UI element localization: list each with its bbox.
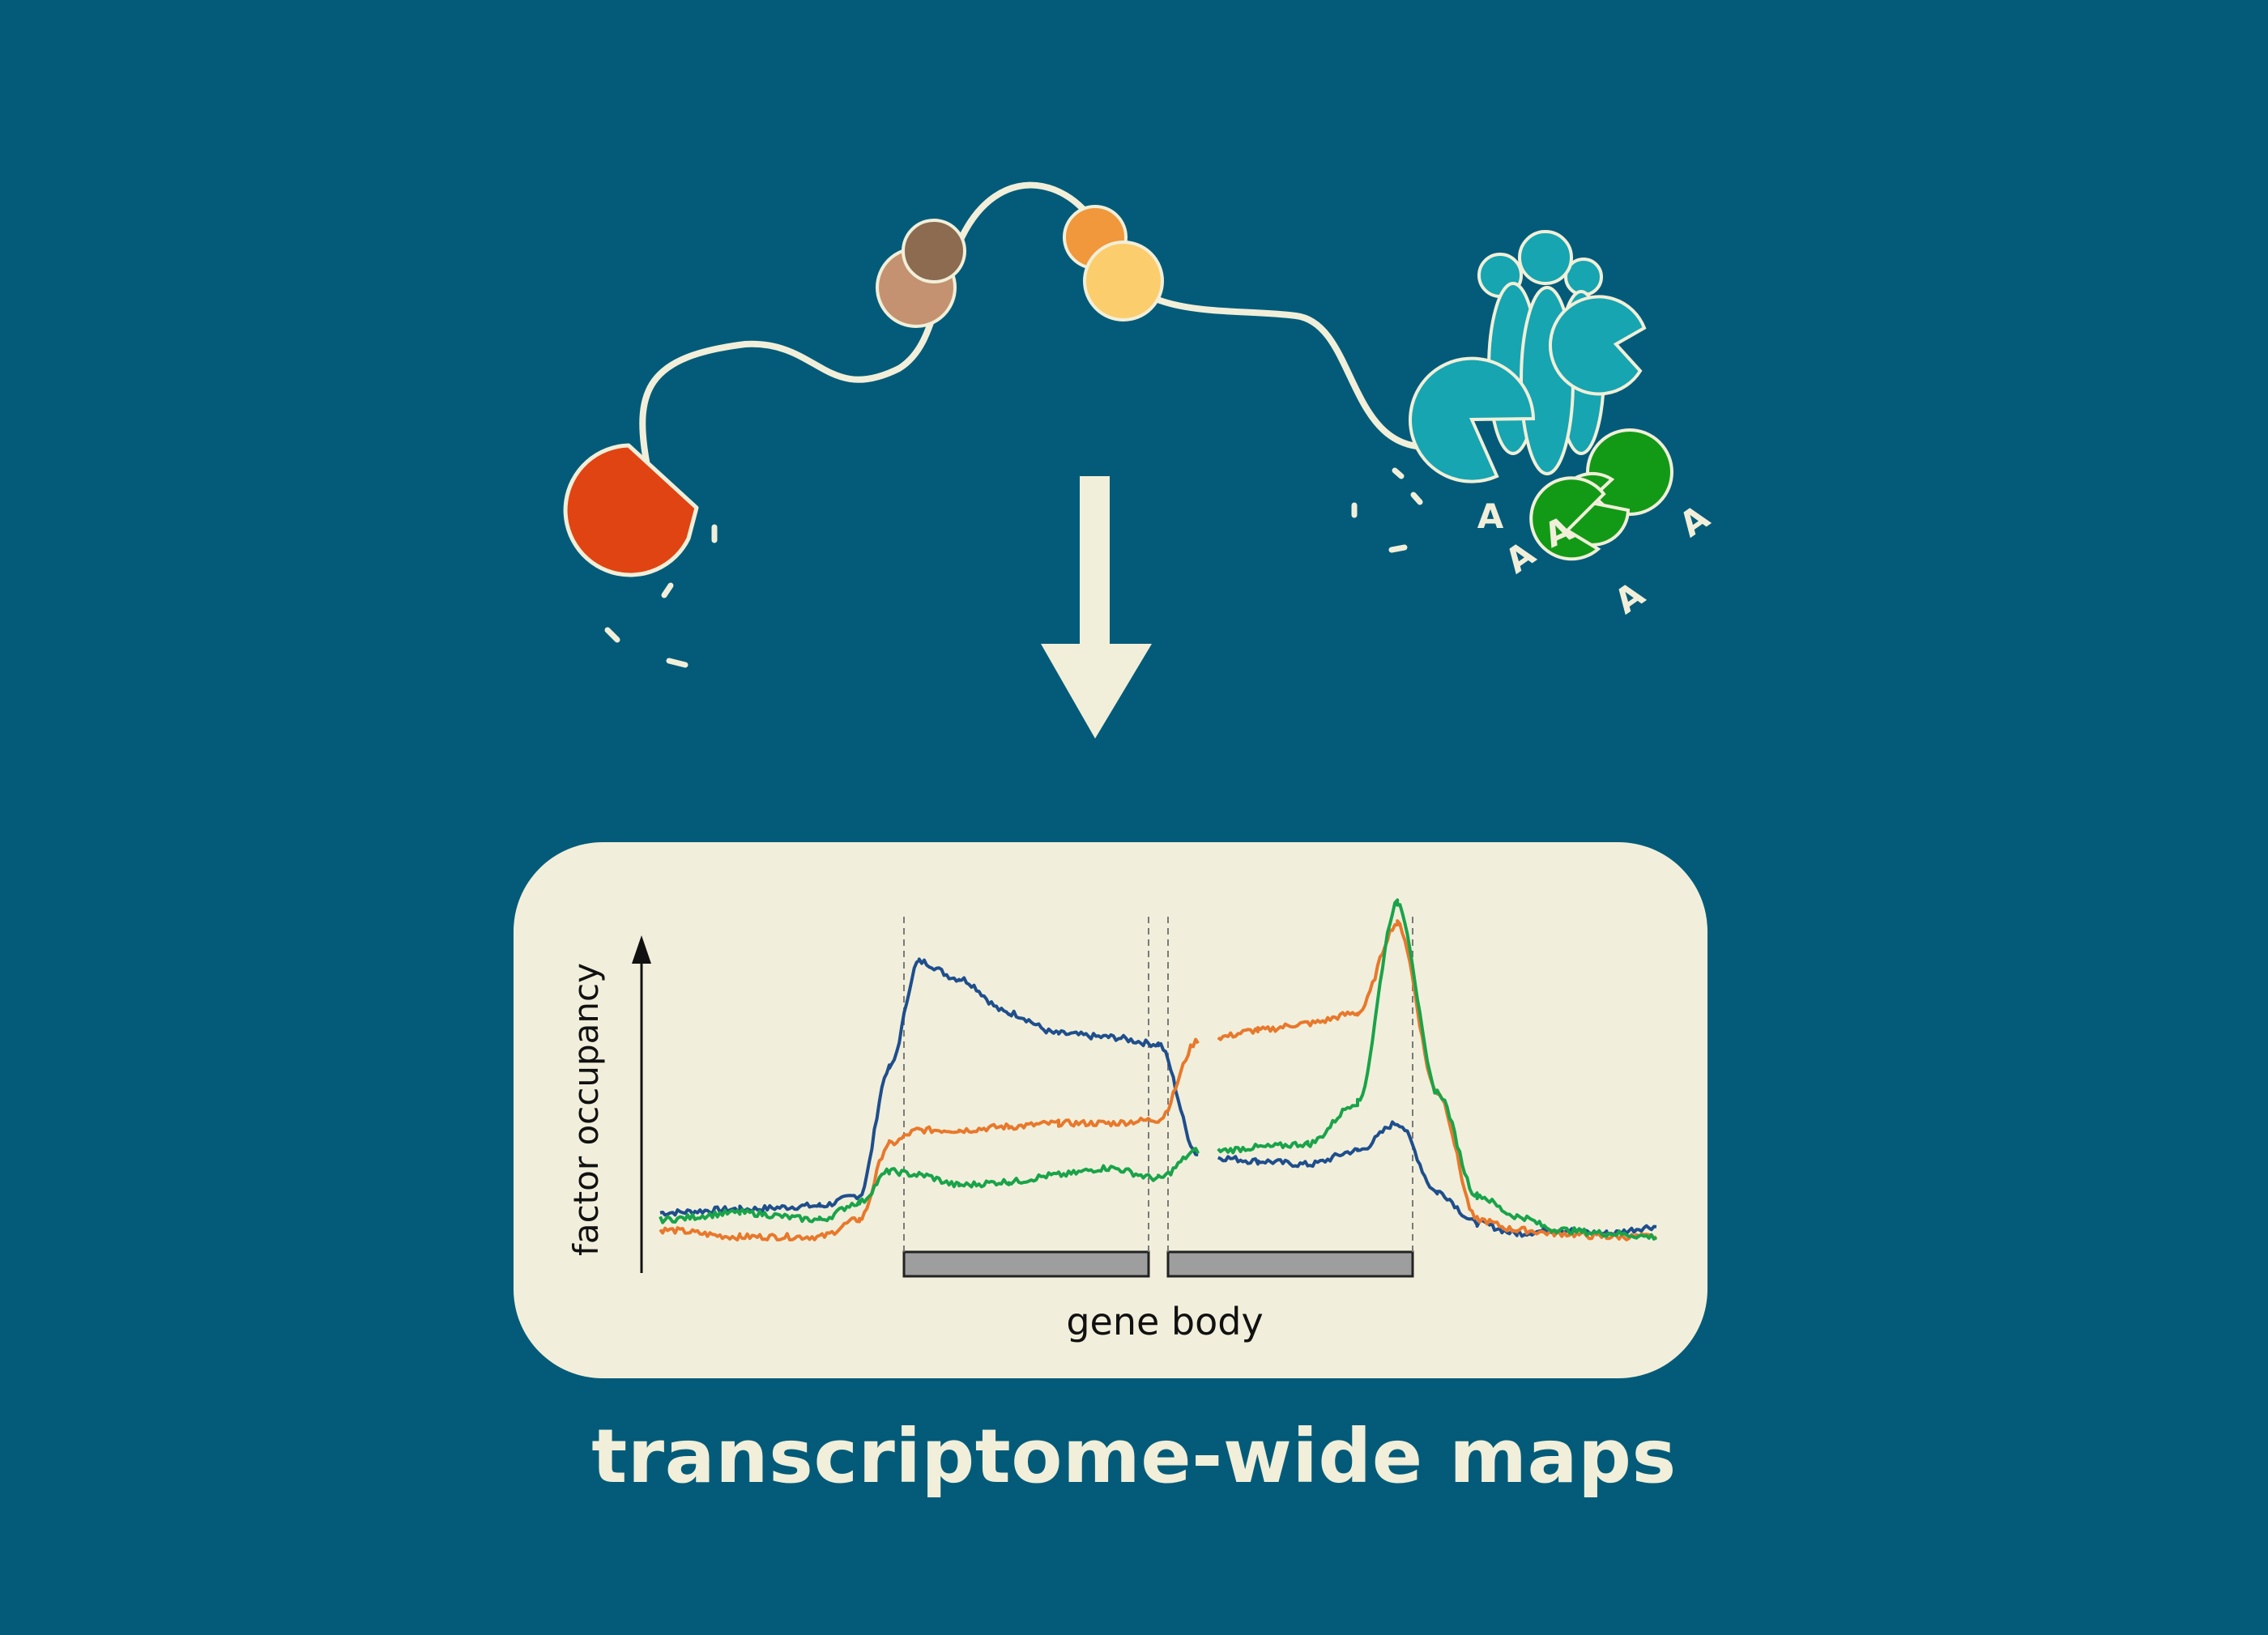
green-complex-icon [1529, 428, 1673, 561]
mrna-strand [639, 181, 1453, 473]
series-3-line-part-2 [1217, 898, 1657, 1241]
x-axis-label: gene body [1066, 1300, 1263, 1343]
footer-title: transcriptome-wide maps [591, 1413, 1677, 1500]
y-axis-label: factor occupancy [566, 963, 606, 1256]
degraded-fragments-left-icon [604, 524, 718, 668]
gene-body-bar-right [1166, 1250, 1414, 1278]
y-axis-arrowhead-icon [632, 935, 651, 964]
poly-a-letter: A [1477, 496, 1504, 536]
plot-panel [514, 842, 1707, 1378]
yellow-bead-icon [1083, 241, 1164, 321]
red-enzyme-icon [563, 443, 699, 577]
series-3-line-part-1 [659, 1147, 1200, 1224]
degraded-fragments-right-icon [1351, 467, 1423, 553]
brown-bead-icon [902, 219, 966, 283]
series-layer [659, 898, 1658, 1241]
gene-body-bar-left [902, 1250, 1150, 1278]
down-arrow-icon [1041, 476, 1152, 739]
teal-complex-icon [1409, 230, 1647, 483]
series-2-line-part-1 [659, 1037, 1200, 1241]
